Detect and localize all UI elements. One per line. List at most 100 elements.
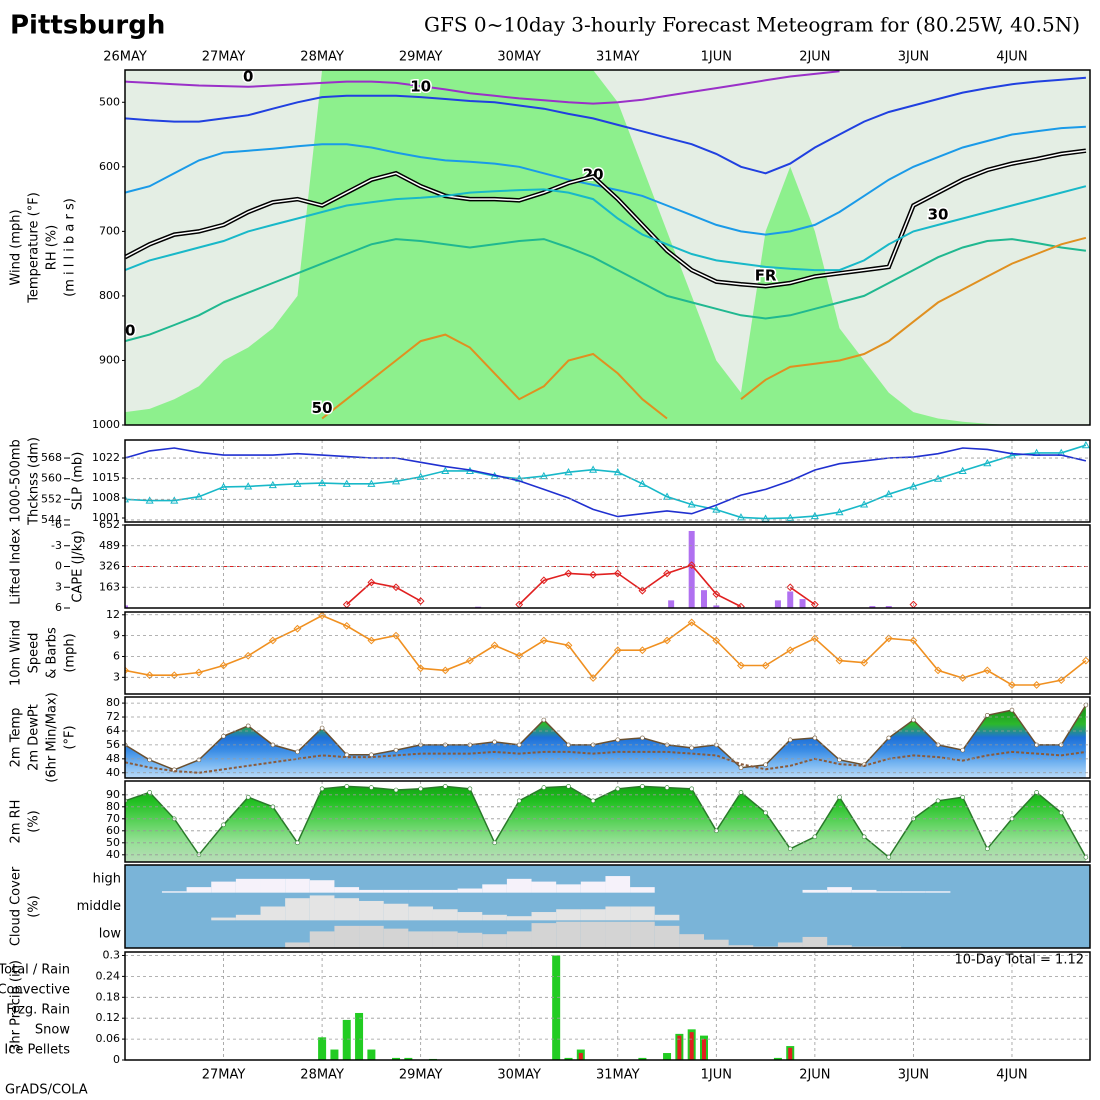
point-marker <box>125 666 129 675</box>
cloud-cell <box>359 900 384 921</box>
plot-area <box>125 781 1090 862</box>
plot-area <box>125 697 1090 778</box>
annotation: 10-Day Total = 1.12 <box>955 953 1085 968</box>
contour-label: 50 <box>312 399 333 417</box>
x-tick-label: 27MAY <box>202 50 246 65</box>
y-tick-label: 90 <box>106 788 120 801</box>
row-label: high <box>93 871 121 886</box>
point-marker <box>564 468 573 476</box>
panel: 10m Wind Speed & Barbs (mph) 3 6 9 12 <box>9 608 1091 695</box>
point-marker <box>170 496 179 504</box>
point-marker <box>664 785 670 790</box>
point-marker <box>613 646 622 655</box>
point-marker <box>318 478 327 487</box>
point-marker <box>392 583 400 592</box>
x-tick-label: 31MAY <box>596 50 640 65</box>
cloud-cell <box>506 878 532 893</box>
cloud-cell <box>309 880 335 893</box>
cloud-cell <box>383 928 409 948</box>
point-marker <box>245 794 251 800</box>
y-tick-label: 0.12 <box>96 1011 121 1024</box>
panel: Lifted Index CAPE (J/kg) 6 3 0 -3 -6 163 326 489 6… <box>9 518 1091 614</box>
row-label: low <box>99 927 122 942</box>
point-marker <box>886 854 892 860</box>
precip-bar <box>355 1012 364 1060</box>
cloud-cell <box>285 878 310 893</box>
series-line <box>125 444 1087 520</box>
y-tick-label: 1000 <box>92 418 120 431</box>
point-marker <box>441 466 450 475</box>
point-marker <box>367 479 376 487</box>
point-marker <box>393 747 399 753</box>
point-marker <box>935 798 941 804</box>
y-tick-label: 544 <box>41 513 62 526</box>
point-marker <box>268 636 277 645</box>
cloud-cell <box>630 906 655 921</box>
cloud-cell <box>309 931 335 948</box>
y-axis-label: SLP (mb) <box>71 452 86 511</box>
cloud-cell <box>901 891 926 893</box>
cloud-cell <box>334 898 360 921</box>
y-tick-label: 48 <box>106 752 120 765</box>
x-tick-label: 29MAY <box>399 1068 443 1083</box>
panel-frame <box>124 439 1091 523</box>
point-marker <box>736 513 746 521</box>
point-marker <box>344 784 350 789</box>
cloud-cell <box>630 887 655 893</box>
cloud-cell <box>925 891 951 893</box>
y-axis-label: Wind (mph) <box>9 209 24 285</box>
series-line <box>125 447 1087 518</box>
precip-bar <box>578 1053 583 1060</box>
point-marker <box>911 717 916 723</box>
cloud-cell <box>285 942 310 948</box>
y-axis-label: (m i l l i b a r s) <box>63 198 78 297</box>
panel-frame <box>124 611 1091 695</box>
dewpoint-line <box>125 750 1087 774</box>
point-marker <box>219 482 228 490</box>
point-marker <box>687 500 696 508</box>
point-marker <box>564 641 573 650</box>
plot-area <box>125 612 1090 694</box>
cloud-cell <box>432 909 458 921</box>
y-tick-label: 3 <box>55 580 62 593</box>
y-axis-label: 2m Temp <box>9 708 24 768</box>
y-axis-label: 2m DewPt <box>27 704 42 771</box>
point-marker <box>589 570 598 579</box>
point-marker <box>442 784 448 789</box>
legend-label: Ice Pellets <box>4 1043 70 1058</box>
precip-bar <box>663 1053 672 1060</box>
y-tick-label: -3 <box>51 539 62 552</box>
point-marker <box>663 636 671 645</box>
point-marker <box>638 646 647 655</box>
y2-tick-label: 326 <box>99 560 120 573</box>
point-marker <box>738 790 744 795</box>
point-marker <box>810 511 819 520</box>
point-marker <box>416 597 425 605</box>
isotherm-line <box>321 236 1087 420</box>
cloud-cell <box>531 923 557 948</box>
point-marker <box>763 810 768 816</box>
point-marker <box>541 717 547 723</box>
point-marker <box>293 624 302 633</box>
point-marker <box>860 658 869 667</box>
y-tick-label: 0.3 <box>103 948 121 961</box>
point-marker <box>319 725 325 731</box>
contour-label: 0 <box>243 67 253 85</box>
cloud-cell <box>506 916 532 921</box>
row-label: middle <box>77 899 121 914</box>
y2-tick-label: 652 <box>99 518 120 531</box>
panel-frame <box>124 951 1091 1061</box>
point-marker <box>787 737 793 743</box>
cloud-cell <box>827 945 852 948</box>
y-tick-label: 500 <box>99 95 120 108</box>
point-marker <box>1058 810 1064 816</box>
y-tick-label: 80 <box>106 696 120 709</box>
cloud-cell <box>605 906 631 921</box>
point-marker <box>492 739 497 745</box>
point-marker <box>810 634 819 643</box>
point-marker <box>466 656 474 665</box>
y-tick-label: 600 <box>99 160 120 173</box>
y-axis-label: 10m Wind <box>9 620 24 686</box>
isotherm-line <box>125 185 1087 272</box>
